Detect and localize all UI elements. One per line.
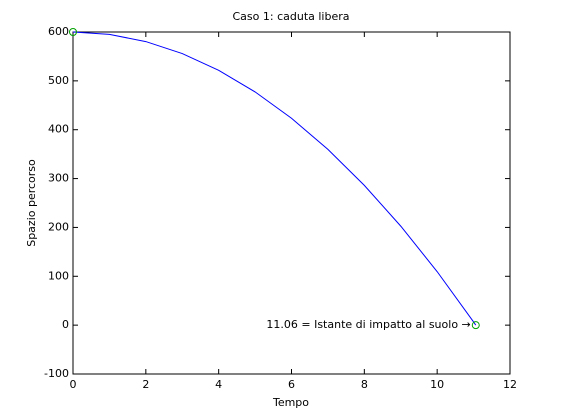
- x-axis-label: Tempo: [272, 396, 309, 409]
- x-tick-label: 10: [430, 378, 444, 391]
- y-tick-label: 300: [48, 172, 69, 185]
- x-tick-label: 6: [288, 378, 295, 391]
- x-tick-label: 4: [215, 378, 222, 391]
- y-tick-label: 100: [48, 269, 69, 282]
- marker: [471, 321, 480, 330]
- y-tick-label: -100: [44, 367, 69, 380]
- marker: [69, 28, 77, 36]
- x-tick-label: 0: [70, 378, 77, 391]
- data-line: [72, 31, 477, 326]
- annotation: 11.06 = Istante di impatto al suolo →: [266, 318, 470, 331]
- y-tick-label: 600: [48, 25, 69, 38]
- x-tick-label: 2: [142, 378, 149, 391]
- y-tick-label: 0: [62, 318, 69, 331]
- y-tick-label: 200: [48, 220, 69, 233]
- x-tick-label: 8: [361, 378, 368, 391]
- y-axis-label: Spazio percorso: [25, 159, 38, 247]
- x-tick-label: 12: [503, 378, 517, 391]
- y-tick-label: 400: [48, 123, 69, 136]
- y-tick-label: 500: [48, 74, 69, 87]
- chart-title: Caso 1: caduta libera: [233, 10, 350, 23]
- plot-box: [72, 31, 511, 375]
